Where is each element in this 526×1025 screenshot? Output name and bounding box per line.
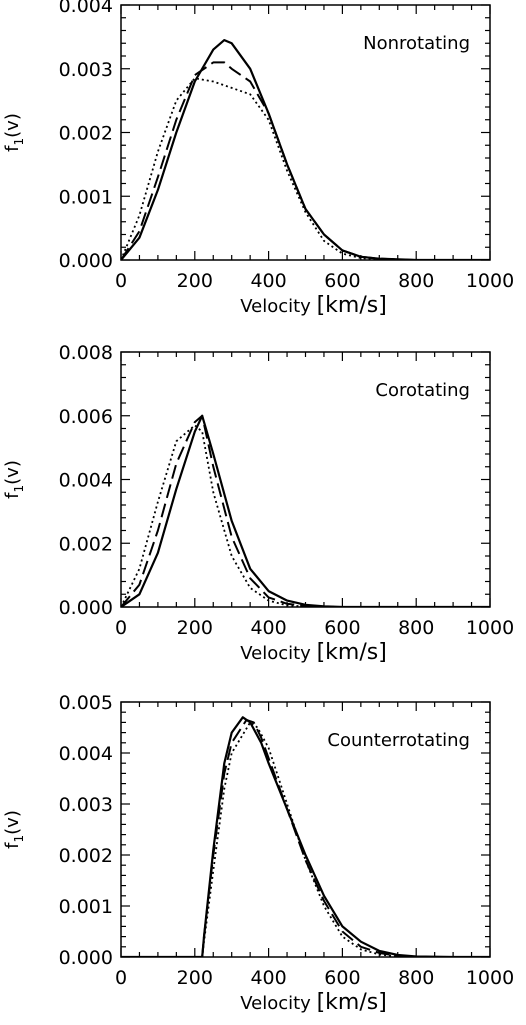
series-line-dashed (121, 414, 490, 607)
panel-annotation: Corotating (375, 380, 470, 401)
y-tick-label: 0.002 (59, 845, 113, 867)
x-tick-label: 1000 (466, 270, 514, 292)
y-axis-title-main: f (2, 145, 23, 152)
panel-annotation: Nonrotating (363, 33, 470, 54)
y-tick-label: 0.004 (59, 743, 113, 765)
x-tick-label: 600 (324, 270, 360, 292)
y-axis-title-main: f (2, 492, 23, 499)
x-tick-label: 800 (398, 270, 434, 292)
series-line-solid (121, 716, 490, 957)
y-axis-title-sub: 1 (12, 138, 26, 146)
series-line-solid (121, 39, 490, 260)
series-line-dotted (121, 424, 490, 607)
x-tick-label: 200 (177, 967, 213, 989)
x-tick-label: 1000 (466, 967, 514, 989)
chart-panel-1: 0 200 400 600 800 1000 0.000 0.001 0.002 0.003 0.0… (2, 0, 514, 318)
y-axis-title-sub: 1 (12, 835, 26, 843)
series-line-solid (121, 414, 490, 607)
x-tick-label: 600 (324, 617, 360, 639)
x-tick-label: 0 (115, 967, 127, 989)
y-axis-title-sub: 1 (12, 485, 26, 493)
y-tick-label: 0.000 (59, 947, 113, 969)
x-tick-label: 400 (250, 617, 286, 639)
y-axis-title-arg: (v) (2, 113, 23, 138)
x-tick-label: 600 (324, 967, 360, 989)
x-axis-title-text: Velocity (240, 296, 316, 317)
series-line-dotted (121, 721, 490, 957)
chart-panel-2: 0 200 400 600 800 1000 0.000 0.002 0.004 0.006 0.0… (2, 342, 514, 665)
panel-annotation: Counterrotating (327, 730, 470, 751)
x-tick-label: 400 (250, 270, 286, 292)
x-axis-title-unit: [km/s] (317, 293, 387, 318)
y-tick-label: 0.004 (59, 470, 113, 492)
y-axis-title-main: f (2, 842, 23, 849)
y-tick-label: 0.002 (59, 533, 113, 555)
x-tick-label: 800 (398, 967, 434, 989)
y-tick-label: 0.000 (59, 597, 113, 619)
y-axis-title-arg: (v) (2, 460, 23, 485)
x-tick-label: 1000 (466, 617, 514, 639)
y-tick-label: 0.008 (59, 342, 113, 364)
y-tick-label: 0.002 (59, 123, 113, 145)
series-line-dotted (121, 77, 490, 260)
x-axis-title: Velocity [km/s] (240, 640, 387, 665)
x-tick-label: 400 (250, 967, 286, 989)
chart-panel-3: 0 200 400 600 800 1000 0.000 0.001 0.002 0.003 0.0… (2, 692, 514, 1015)
y-tick-label: 0.003 (59, 794, 113, 816)
y-tick-label: 0.006 (59, 406, 113, 428)
y-axis-title: f1(v) (2, 113, 26, 152)
y-axis-title: f1(v) (2, 810, 26, 849)
y-axis-title-arg: (v) (2, 810, 23, 835)
x-axis-title-unit: [km/s] (317, 990, 387, 1015)
x-tick-label: 0 (115, 617, 127, 639)
x-tick-label: 0 (115, 270, 127, 292)
y-axis-title: f1(v) (2, 460, 26, 499)
y-tick-label: 0.003 (59, 59, 113, 81)
x-axis-title-text: Velocity (240, 993, 316, 1014)
y-tick-label: 0.004 (59, 0, 113, 17)
series-line-dashed (121, 61, 490, 260)
x-tick-label: 200 (177, 270, 213, 292)
x-axis-title-unit: [km/s] (317, 640, 387, 665)
series-line-dashed (121, 718, 490, 957)
y-tick-label: 0.000 (59, 250, 113, 272)
x-axis-title-text: Velocity (240, 643, 316, 664)
x-axis-title: Velocity [km/s] (240, 990, 387, 1015)
y-tick-label: 0.001 (59, 896, 113, 918)
x-tick-label: 200 (177, 617, 213, 639)
x-tick-label: 800 (398, 617, 434, 639)
y-tick-label: 0.005 (59, 692, 113, 714)
x-axis-title: Velocity [km/s] (240, 293, 387, 318)
y-tick-label: 0.001 (59, 186, 113, 208)
